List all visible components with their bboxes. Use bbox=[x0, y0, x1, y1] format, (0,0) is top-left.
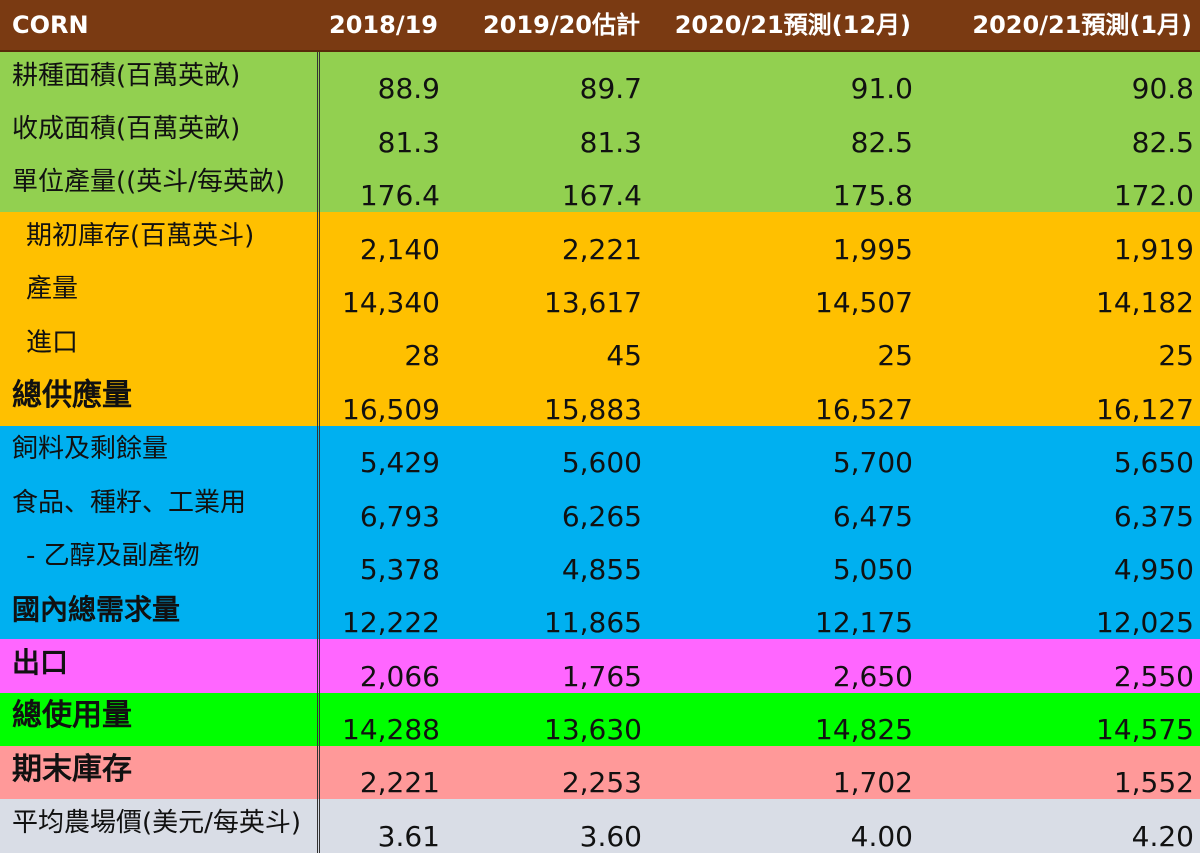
table-cell: 13,617 bbox=[446, 265, 648, 319]
table-cell: 14,575 bbox=[919, 692, 1200, 747]
header-col-2020-21-dec: 2020/21預測(12月) bbox=[648, 0, 919, 52]
table-cell: 16,527 bbox=[648, 372, 919, 426]
row-label-domestic-total: 國內總需求量 bbox=[0, 585, 320, 640]
table-cell: 2,650 bbox=[648, 639, 919, 693]
header-col-2019-20: 2019/20估計 bbox=[446, 0, 648, 52]
table-cell: 25 bbox=[648, 318, 919, 373]
table-cell: 82.5 bbox=[919, 105, 1200, 159]
row-label-yield: 單位產量((英斗/每英畝) bbox=[0, 158, 320, 213]
table-cell: 1,919 bbox=[919, 212, 1200, 266]
table-cell: 25 bbox=[919, 318, 1200, 373]
row-label-beginning-stocks: 期初庫存(百萬英斗) bbox=[0, 212, 320, 266]
table-cell: 1,765 bbox=[446, 639, 648, 693]
table-cell: 12,025 bbox=[919, 585, 1200, 640]
table-cell: 14,340 bbox=[320, 265, 446, 319]
table-cell: 6,375 bbox=[919, 479, 1200, 533]
table-cell: 1,702 bbox=[648, 746, 919, 800]
table-cell: 91.0 bbox=[648, 52, 919, 106]
table-cell: 12,222 bbox=[320, 585, 446, 640]
table-cell: 16,127 bbox=[919, 372, 1200, 426]
row-label-planted-area: 耕種面積(百萬英畝) bbox=[0, 52, 320, 106]
row-label-farm-price: 平均農場價(美元/每英斗) bbox=[0, 799, 320, 853]
table-cell: 4.20 bbox=[919, 799, 1200, 853]
table-cell: 2,221 bbox=[446, 212, 648, 266]
table-cell: 90.8 bbox=[919, 52, 1200, 106]
row-label-total-supply: 總供應量 bbox=[0, 372, 320, 426]
table-cell: 167.4 bbox=[446, 158, 648, 213]
table-cell: 14,825 bbox=[648, 692, 919, 747]
table-cell: 4,855 bbox=[446, 532, 648, 586]
table-cell: 2,221 bbox=[320, 746, 446, 800]
table-cell: 3.60 bbox=[446, 799, 648, 853]
row-label-food-seed-industrial: 食品、種籽、工業用 bbox=[0, 479, 320, 533]
row-label-total-use: 總使用量 bbox=[0, 692, 320, 747]
header-col-2018-19: 2018/19 bbox=[320, 0, 446, 52]
table-cell: 82.5 bbox=[648, 105, 919, 159]
table-cell: 28 bbox=[320, 318, 446, 373]
table-cell: 5,650 bbox=[919, 425, 1200, 480]
table-cell: 12,175 bbox=[648, 585, 919, 640]
table-cell: 14,507 bbox=[648, 265, 919, 319]
table-cell: 6,265 bbox=[446, 479, 648, 533]
row-label-harvested-area: 收成面積(百萬英畝) bbox=[0, 105, 320, 159]
row-label-imports: 進口 bbox=[0, 318, 320, 373]
table-cell: 45 bbox=[446, 318, 648, 373]
table-cell: 81.3 bbox=[446, 105, 648, 159]
header-title: CORN bbox=[0, 0, 320, 52]
table-cell: 4,950 bbox=[919, 532, 1200, 586]
table-cell: 6,793 bbox=[320, 479, 446, 533]
table-cell: 11,865 bbox=[446, 585, 648, 640]
table-cell: 3.61 bbox=[320, 799, 446, 853]
table-cell: 175.8 bbox=[648, 158, 919, 213]
table-cell: 15,883 bbox=[446, 372, 648, 426]
table-cell: 2,550 bbox=[919, 639, 1200, 693]
table-cell: 1,995 bbox=[648, 212, 919, 266]
table-cell: 5,050 bbox=[648, 532, 919, 586]
table-cell: 88.9 bbox=[320, 52, 446, 106]
table-cell: 2,253 bbox=[446, 746, 648, 800]
table-cell: 14,288 bbox=[320, 692, 446, 747]
table-cell: 14,182 bbox=[919, 265, 1200, 319]
row-label-ending-stocks: 期末庫存 bbox=[0, 746, 320, 800]
header-col-2020-21-jan: 2020/21預測(1月) bbox=[919, 0, 1200, 52]
table-cell: 1,552 bbox=[919, 746, 1200, 800]
table-cell: 5,429 bbox=[320, 425, 446, 480]
table-cell: 5,378 bbox=[320, 532, 446, 586]
row-label-ethanol: - 乙醇及副產物 bbox=[0, 532, 320, 586]
row-label-exports: 出口 bbox=[0, 639, 320, 693]
table-cell: 6,475 bbox=[648, 479, 919, 533]
row-label-feed-residual: 飼料及剩餘量 bbox=[0, 425, 320, 480]
table-cell: 5,700 bbox=[648, 425, 919, 480]
table-cell: 176.4 bbox=[320, 158, 446, 213]
table-cell: 16,509 bbox=[320, 372, 446, 426]
table-cell: 81.3 bbox=[320, 105, 446, 159]
table-cell: 89.7 bbox=[446, 52, 648, 106]
table-cell: 4.00 bbox=[648, 799, 919, 853]
table-cell: 2,140 bbox=[320, 212, 446, 266]
row-label-production: 產量 bbox=[0, 265, 320, 319]
table-cell: 172.0 bbox=[919, 158, 1200, 213]
table-cell: 5,600 bbox=[446, 425, 648, 480]
table-cell: 13,630 bbox=[446, 692, 648, 747]
table-cell: 2,066 bbox=[320, 639, 446, 693]
